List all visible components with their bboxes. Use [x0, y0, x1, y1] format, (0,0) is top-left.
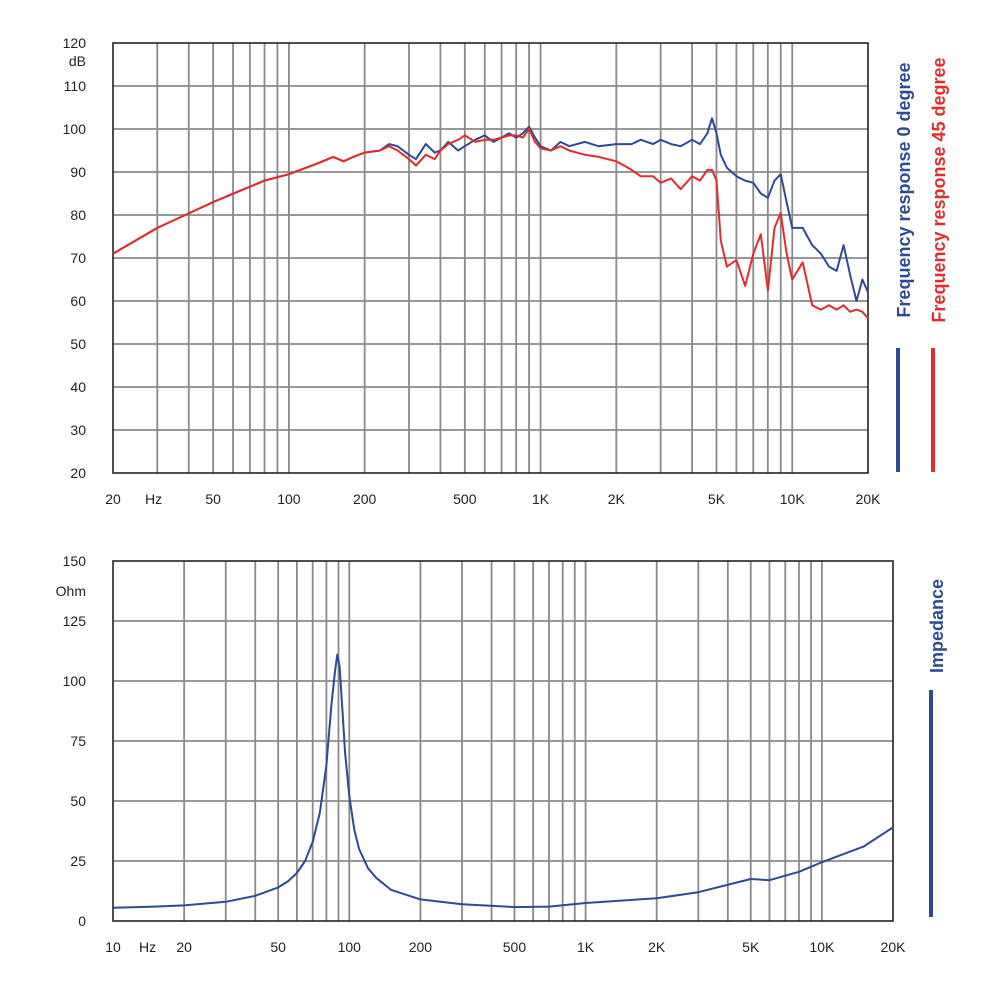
fr-y-tick-label: 80 [70, 207, 86, 223]
fr-y-unit-label: dB [69, 53, 86, 69]
imp-x-tick-label: 200 [409, 939, 433, 955]
imp-y-tick-label: 100 [63, 673, 87, 689]
imp-x-unit-label: Hz [139, 939, 156, 955]
fr-x-tick-label: 500 [453, 491, 477, 507]
imp-series-line-1 [112, 653, 894, 909]
imp-y-tick-label: 125 [63, 613, 87, 629]
fr-y-tick-label: 110 [64, 78, 87, 94]
imp-y-tick-label: 75 [70, 733, 86, 749]
imp-x-tick-label: 20K [881, 939, 907, 955]
fr-y-tick-label: 70 [70, 250, 86, 266]
fr-y-tick-label: 30 [70, 422, 86, 438]
fr-y-tick-label: 90 [70, 164, 86, 180]
imp-x-tick-label: 50 [270, 939, 286, 955]
imp-x-tick-label: 10K [809, 939, 835, 955]
imp-plot-frame [112, 560, 894, 922]
fr-x-tick-label: 100 [277, 491, 301, 507]
imp-x-tick-label: 2K [648, 939, 666, 955]
fr-y-tick-label: 60 [70, 293, 86, 309]
fr-x-tick-label: 50 [205, 491, 221, 507]
fr-legend-label-2: Frequency response 45 degree [929, 57, 949, 322]
fr-x-tick-label: 1K [532, 491, 550, 507]
imp-x-tick-label: 20 [176, 939, 192, 955]
imp-y-tick-label: 25 [70, 853, 86, 869]
imp-y-tick-label: 150 [63, 553, 87, 569]
imp-x-tick-label: 100 [338, 939, 362, 955]
fr-x-tick-label: 20K [856, 491, 882, 507]
fr-plot-frame [112, 42, 869, 474]
fr-x-tick-label: 10K [780, 491, 806, 507]
fr-x-tick-label: 2K [608, 491, 626, 507]
fr-y-tick-label: 50 [70, 336, 86, 352]
fr-series-line-1 [112, 117, 869, 302]
imp-x-tick-label: 500 [503, 939, 527, 955]
imp-y-unit-label: Ohm [56, 583, 86, 599]
imp-x-tick-label: 10 [105, 939, 121, 955]
imp-y-tick-label: 0 [78, 913, 86, 929]
imp-y-tick-label: 50 [70, 793, 86, 809]
fr-x-tick-label: 20 [105, 491, 121, 507]
imp-x-tick-label: 1K [577, 939, 595, 955]
fr-x-tick-label: 5K [708, 491, 726, 507]
fr-x-unit-label: Hz [145, 491, 162, 507]
fr-y-tick-label: 120 [63, 35, 87, 51]
fr-x-tick-label: 200 [353, 491, 377, 507]
fr-series-line-2 [112, 128, 869, 319]
fr-legend-label-1: Frequency response 0 degree [894, 62, 914, 317]
imp-legend-label-1: Impedance [927, 579, 947, 673]
imp-x-tick-label: 5K [742, 939, 760, 955]
fr-y-tick-label: 40 [70, 379, 86, 395]
fr-y-tick-label: 20 [70, 465, 86, 481]
fr-y-tick-label: 100 [63, 121, 87, 137]
